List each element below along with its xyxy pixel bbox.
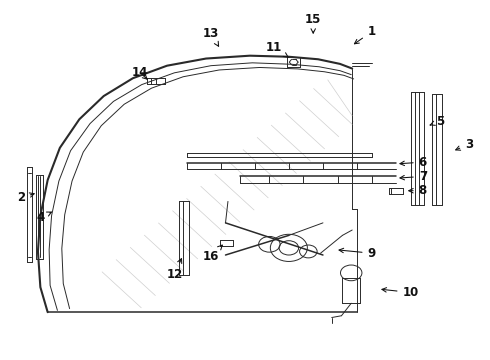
Text: 14: 14 (132, 66, 148, 79)
Text: 11: 11 (266, 41, 288, 57)
Text: 2: 2 (17, 192, 34, 204)
Text: 6: 6 (400, 156, 427, 168)
Text: 9: 9 (339, 247, 376, 260)
Text: 7: 7 (400, 170, 427, 183)
Text: 5: 5 (430, 114, 444, 127)
Text: 15: 15 (305, 13, 321, 33)
Text: 12: 12 (166, 258, 182, 281)
Text: 3: 3 (456, 138, 473, 151)
Text: 8: 8 (409, 184, 427, 197)
Text: 1: 1 (354, 25, 376, 44)
Text: 16: 16 (203, 245, 222, 263)
Text: 13: 13 (203, 27, 219, 46)
Text: 4: 4 (36, 211, 51, 224)
Text: 10: 10 (382, 286, 419, 299)
